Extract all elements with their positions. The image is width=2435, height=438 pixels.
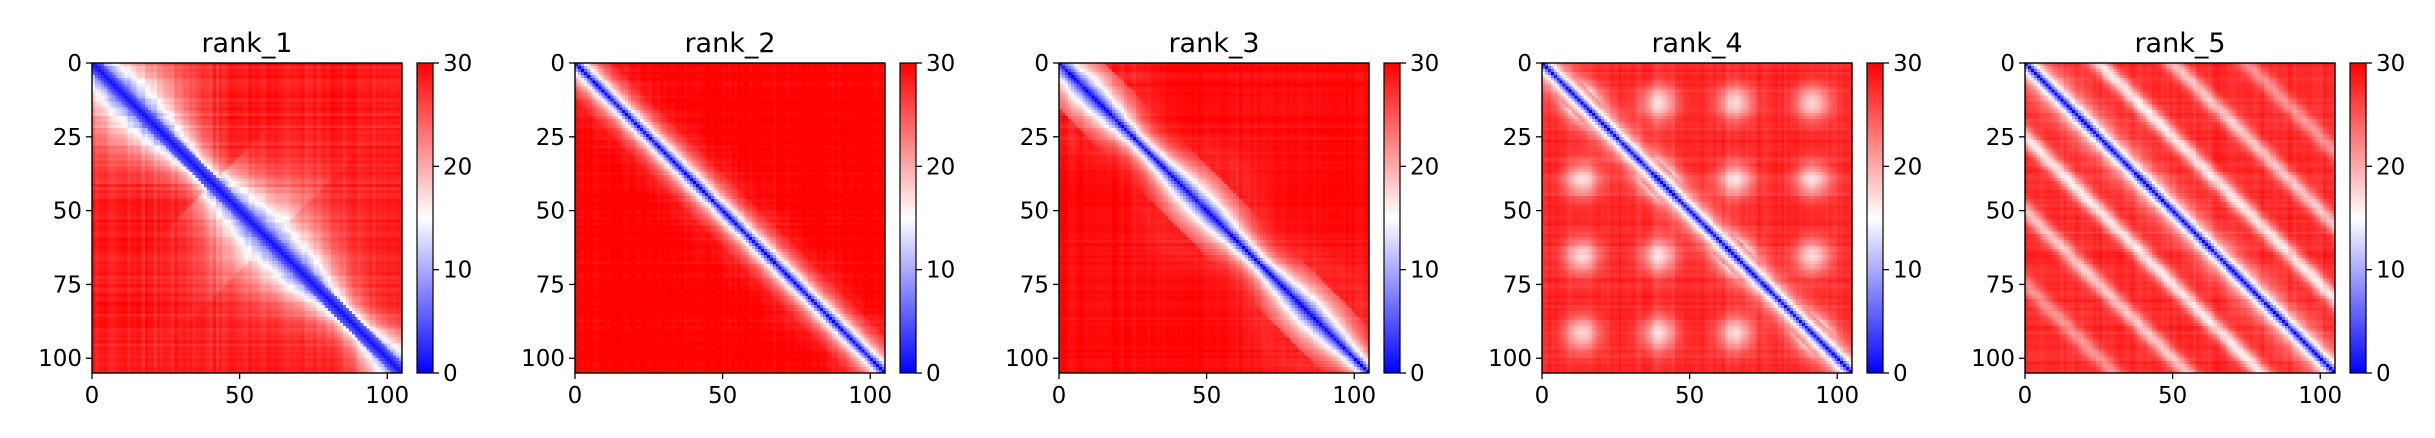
- axes-frame: [574, 62, 886, 374]
- axes-frame: [91, 62, 403, 374]
- x-tick-label: 0: [568, 383, 583, 409]
- y-tick-label: 25: [536, 125, 565, 151]
- heatmap-image: [92, 63, 402, 373]
- x-tick-label: 100: [1815, 383, 1859, 409]
- colorbar-tick-label: 0: [926, 361, 941, 387]
- panel-title: rank_3: [1168, 28, 1259, 59]
- panel-title: rank_2: [684, 28, 775, 59]
- heatmap-image: [1059, 63, 1369, 373]
- colorbar-tick-label: 30: [1893, 51, 1922, 77]
- x-tick-label: 50: [225, 383, 254, 409]
- y-tick-label: 75: [1986, 272, 2015, 298]
- y-tick-label: 50: [1503, 199, 1532, 225]
- y-tick-label: 25: [1986, 125, 2015, 151]
- y-tick-label: 50: [1986, 199, 2015, 225]
- colorbar-tick-label: 10: [1893, 258, 1922, 284]
- x-tick-label: 100: [1332, 383, 1376, 409]
- y-tick-label: 75: [1503, 272, 1532, 298]
- y-tick-label: 50: [1020, 199, 1049, 225]
- y-tick-label: 25: [1503, 125, 1532, 151]
- y-tick-label: 25: [1020, 125, 1049, 151]
- colorbar-tick-label: 20: [1410, 154, 1439, 180]
- x-tick-label: 100: [848, 383, 892, 409]
- colorbar: [2349, 62, 2367, 374]
- heatmap-image: [575, 63, 885, 373]
- y-tick-label: 100: [521, 346, 565, 372]
- colorbar: [1866, 62, 1884, 374]
- colorbar-tick-label: 0: [443, 361, 458, 387]
- colorbar-tick-label: 20: [443, 154, 472, 180]
- colorbar-tick-label: 20: [926, 154, 955, 180]
- colorbar-tick-label: 10: [443, 258, 472, 284]
- axes-frame: [2024, 62, 2336, 374]
- y-tick-label: 75: [1020, 272, 1049, 298]
- y-tick-label: 0: [550, 51, 565, 77]
- colorbar-tick-label: 0: [1893, 361, 1908, 387]
- y-tick-label: 100: [38, 346, 82, 372]
- colorbar-tick-label: 20: [2376, 154, 2405, 180]
- colorbar-tick-label: 10: [1410, 258, 1439, 284]
- colorbar-tick-label: 0: [2376, 361, 2391, 387]
- colorbar-tick-label: 30: [2376, 51, 2405, 77]
- axes-frame: [1541, 62, 1853, 374]
- x-tick-label: 0: [1535, 383, 1550, 409]
- y-tick-label: 25: [53, 125, 82, 151]
- colorbar-tick-label: 20: [1893, 154, 1922, 180]
- colorbar: [899, 62, 917, 374]
- panel-title: rank_5: [2134, 28, 2225, 59]
- y-tick-label: 50: [53, 199, 82, 225]
- y-tick-label: 100: [1005, 346, 1049, 372]
- x-tick-label: 0: [1052, 383, 1067, 409]
- y-tick-label: 0: [1517, 51, 1532, 77]
- colorbar-tick-label: 30: [1410, 51, 1439, 77]
- x-tick-label: 100: [2298, 383, 2342, 409]
- y-tick-label: 0: [67, 51, 82, 77]
- x-tick-label: 50: [2158, 383, 2187, 409]
- y-tick-label: 75: [536, 272, 565, 298]
- y-tick-label: 0: [2000, 51, 2015, 77]
- y-tick-label: 50: [536, 199, 565, 225]
- colorbar: [1383, 62, 1401, 374]
- colorbar: [416, 62, 434, 374]
- x-tick-label: 0: [85, 383, 100, 409]
- x-tick-label: 0: [2018, 383, 2033, 409]
- x-tick-label: 100: [365, 383, 409, 409]
- axes-frame: [1058, 62, 1370, 374]
- heatmap-image: [1542, 63, 1852, 373]
- colorbar-tick-label: 30: [443, 51, 472, 77]
- colorbar-tick-label: 10: [926, 258, 955, 284]
- y-tick-label: 75: [53, 272, 82, 298]
- y-tick-label: 100: [1971, 346, 2015, 372]
- colorbar-tick-label: 10: [2376, 258, 2405, 284]
- colorbar-tick-label: 30: [926, 51, 955, 77]
- x-tick-label: 50: [1675, 383, 1704, 409]
- panel-title: rank_1: [201, 28, 292, 59]
- panel-title: rank_4: [1651, 28, 1742, 59]
- y-tick-label: 0: [1034, 51, 1049, 77]
- x-tick-label: 50: [708, 383, 737, 409]
- y-tick-label: 100: [1488, 346, 1532, 372]
- x-tick-label: 50: [1192, 383, 1221, 409]
- heatmap-image: [2025, 63, 2335, 373]
- colorbar-tick-label: 0: [1410, 361, 1425, 387]
